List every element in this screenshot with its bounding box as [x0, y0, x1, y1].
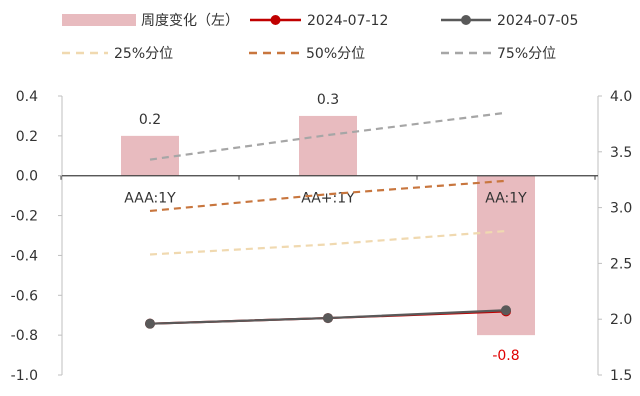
legend: 周度变化（左） 2024-07-12 2024-07-05 25%分位 50%分位 75%…: [62, 13, 578, 62]
left-tick-label: 0.4: [16, 89, 38, 105]
left-tick-label: -0.2: [11, 209, 38, 225]
left-tick-label: 0.0: [16, 169, 38, 185]
left-tick-label: 0.2: [16, 129, 38, 145]
legend-marker: [461, 15, 471, 25]
legend-marker: [270, 15, 281, 25]
plot-area: 0.4 0.2 0.0 -0.2 -0.4 -0.6 -0.8 -1.0 4.0 3.5 3.0 2.…: [11, 89, 633, 384]
right-tick-label: 2.0: [610, 312, 632, 328]
bar-data-label: -0.8: [492, 348, 519, 364]
category-label: AA+:1Y: [301, 191, 355, 207]
legend-label: 25%分位: [114, 46, 173, 62]
right-tick-label: 4.0: [610, 89, 632, 105]
bar-data-label: 0.2: [139, 112, 161, 128]
series-point: [145, 318, 155, 329]
series-point: [323, 313, 333, 324]
right-tick-label: 2.5: [610, 256, 632, 272]
bar-data-label: 0.3: [317, 92, 339, 108]
left-tick-label: -0.4: [11, 248, 38, 264]
legend-label: 75%分位: [497, 46, 556, 62]
legend-label: 周度变化（左）: [141, 13, 239, 29]
left-tick-label: -0.6: [11, 288, 38, 304]
left-tick-label: -0.8: [11, 328, 38, 344]
bar: [121, 135, 179, 176]
legend-label: 50%分位: [306, 46, 365, 62]
legend-label: 2024-07-05: [497, 13, 578, 29]
series-line: [149, 229, 507, 256]
series-point: [501, 305, 511, 316]
right-tick-label: 1.5: [610, 368, 632, 384]
bar: [299, 115, 357, 176]
right-tick-label: 3.5: [610, 145, 632, 161]
category-label: AA:1Y: [485, 191, 527, 207]
legend-label: 2024-07-12: [307, 13, 388, 29]
category-label: AAA:1Y: [124, 191, 176, 207]
legend-swatch: [62, 14, 136, 26]
right-tick-label: 3.0: [610, 201, 632, 217]
left-tick-label: -1.0: [11, 368, 38, 384]
